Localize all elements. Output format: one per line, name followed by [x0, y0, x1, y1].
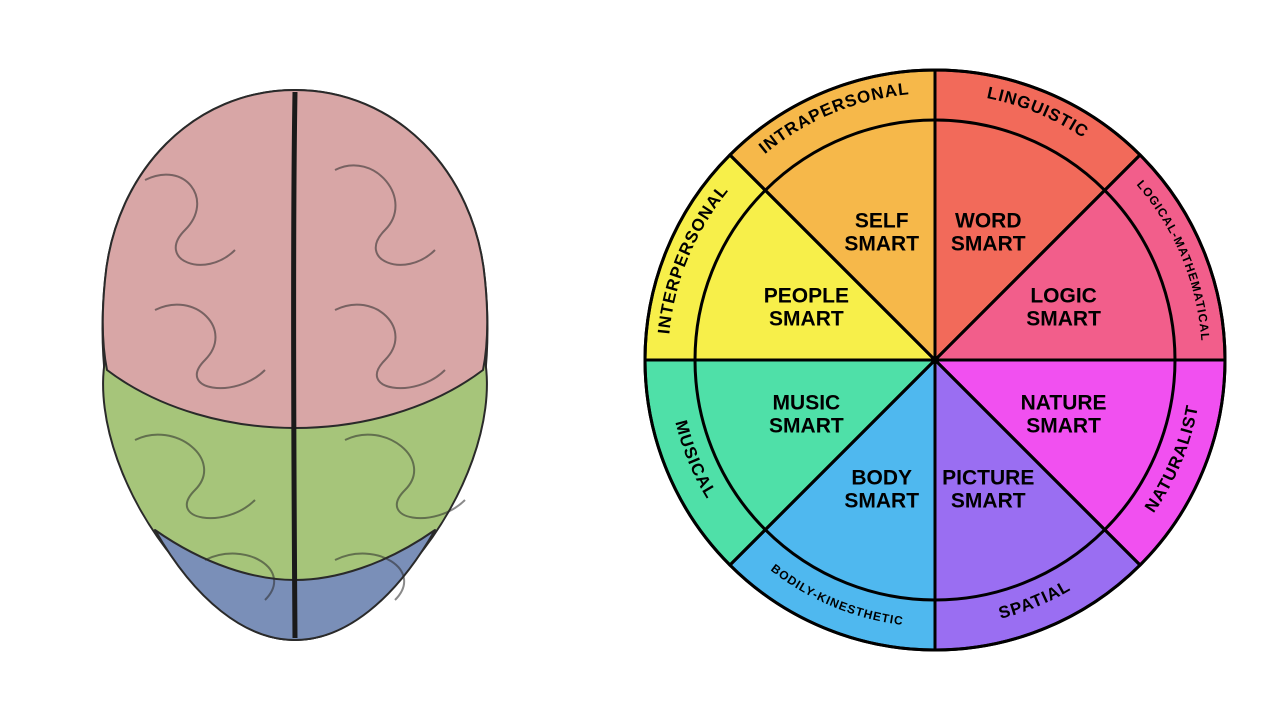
- infographic-container: LINGUISTICLOGICAL-MATHEMATICALNATURALIST…: [0, 0, 1280, 720]
- wheel-inner-label: MUSICSMART: [769, 391, 844, 437]
- wheel-inner-label: NATURESMART: [1021, 391, 1107, 437]
- wheel-inner-label: BODYSMART: [844, 467, 919, 513]
- wheel-inner-label: WORDSMART: [951, 209, 1026, 255]
- brain-svg: [35, 60, 555, 660]
- wheel-inner-label: PICTURESMART: [942, 467, 1034, 513]
- wheel-inner-label: PEOPLESMART: [764, 285, 849, 331]
- wheel-inner-label: SELFSMART: [844, 209, 919, 255]
- brain-illustration: [35, 60, 555, 660]
- wheel-svg: LINGUISTICLOGICAL-MATHEMATICALNATURALIST…: [625, 50, 1245, 670]
- wheel-inner-label: LOGICSMART: [1026, 285, 1101, 331]
- intelligence-wheel: LINGUISTICLOGICAL-MATHEMATICALNATURALIST…: [625, 50, 1245, 670]
